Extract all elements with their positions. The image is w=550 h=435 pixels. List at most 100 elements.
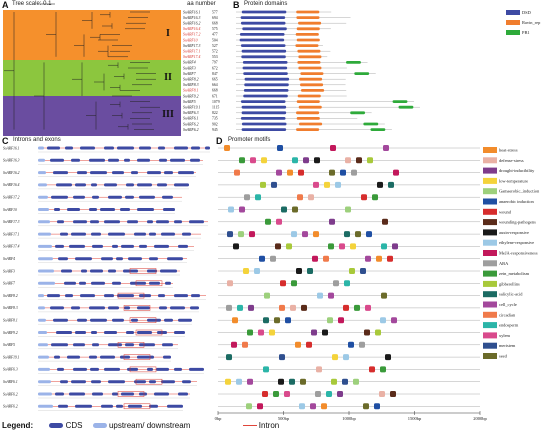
- clade-label: II: [164, 72, 172, 83]
- gene-name-label: SoARF17.1: [183, 50, 201, 54]
- ravin-domain: [300, 83, 324, 87]
- highlight-box: [129, 366, 157, 373]
- motif-element: [233, 243, 239, 250]
- exon-block: [120, 208, 130, 211]
- gene-name-label: SoARF19.1: [183, 106, 201, 110]
- exon-block: [167, 257, 183, 261]
- dsd-domain: [244, 83, 289, 87]
- exon-block: [174, 146, 188, 150]
- motif-element: [278, 378, 284, 385]
- motif-element: [335, 181, 341, 188]
- exon-block: [104, 220, 120, 224]
- motif-element: [277, 145, 283, 151]
- domain-legend-swatch: [506, 30, 520, 35]
- exon-block: [91, 331, 97, 334]
- motif-element: [279, 354, 285, 361]
- motif-element: [239, 206, 245, 213]
- motif-element: [351, 169, 357, 176]
- dsd-domain: [242, 61, 288, 64]
- structure-gene-label: SoARF8.3: [3, 306, 18, 310]
- motif-element: [244, 194, 250, 201]
- exon-block: [164, 318, 173, 322]
- gene-name-label: SoARF4: [183, 61, 196, 65]
- motif-element: [343, 304, 349, 311]
- ravin-domain: [298, 105, 322, 109]
- motif-element: [287, 169, 293, 176]
- motif-element: [338, 317, 344, 324]
- aa-number-label: 735: [212, 117, 218, 121]
- motif-element: [390, 391, 396, 397]
- exon-block: [108, 269, 116, 273]
- exon-block: [163, 355, 171, 359]
- panel-d-title: Promoter motifs: [228, 137, 271, 143]
- motif-element: [296, 268, 302, 274]
- motif-element: [263, 366, 269, 373]
- exon-block: [79, 281, 86, 285]
- tree-scale-label: Tree scale: 0.1: [12, 1, 52, 7]
- highlight-box: [129, 268, 157, 274]
- exon-block: [112, 281, 121, 285]
- motif-legend-swatch: [483, 260, 497, 267]
- exon-block: [57, 220, 64, 224]
- ravin-domain: [297, 61, 321, 64]
- ravin-domain: [298, 21, 322, 25]
- motif-element: [290, 304, 296, 311]
- motif-element: [345, 157, 351, 164]
- motif-element: [280, 280, 286, 287]
- exon-block: [71, 158, 80, 162]
- motif-element: [317, 292, 323, 299]
- exon-block: [139, 146, 151, 150]
- exon-block: [162, 195, 173, 199]
- aa-number-label: 902: [212, 122, 218, 126]
- exon-block: [67, 355, 80, 359]
- motif-element: [363, 403, 369, 410]
- gene-name-label: SoARF17.4: [183, 55, 201, 59]
- cds-legend-label: CDS: [65, 421, 83, 430]
- motif-element: [380, 366, 386, 373]
- exon-block: [131, 318, 138, 322]
- gene-name-label: SoARF6.2: [183, 122, 199, 126]
- motif-element: [226, 354, 232, 361]
- motif-legend-swatch: [483, 188, 497, 195]
- exon-block: [139, 195, 155, 199]
- motif-element: [312, 255, 318, 262]
- exon-block: [158, 146, 165, 150]
- motif-legend-label: drought-inducibility: [499, 168, 535, 173]
- structure-gene-label: SoARF16.3: [3, 159, 20, 163]
- ravin-domain: [298, 55, 322, 59]
- aa-number-label: 1115: [212, 106, 219, 110]
- highlight-box: [123, 305, 151, 311]
- motif-legend-swatch: [483, 229, 497, 236]
- exon-block: [147, 269, 157, 273]
- exon-block: [162, 343, 173, 347]
- exon-block: [137, 208, 154, 211]
- dsd-domain: [241, 105, 287, 109]
- exon-block: [116, 404, 123, 408]
- exon-block: [38, 244, 52, 248]
- motif-element: [322, 329, 328, 336]
- gene-name-label: SoARF6.2: [183, 128, 199, 132]
- motif-element: [316, 366, 322, 373]
- exon-block: [123, 269, 138, 273]
- motif-element: [242, 341, 248, 348]
- motif-legend-swatch: [483, 270, 497, 277]
- exon-block: [69, 244, 85, 248]
- exon-block: [121, 392, 134, 396]
- structure-gene-label: SoARF6.2: [3, 405, 18, 409]
- exon-block: [38, 158, 45, 162]
- highlight-box: [129, 317, 157, 323]
- exon-block: [130, 281, 146, 285]
- exon-block: [108, 380, 125, 384]
- motif-element: [269, 329, 275, 336]
- gene-name-label: SoARF16.4: [183, 27, 201, 31]
- motif-element: [306, 341, 312, 348]
- motif-element: [339, 243, 345, 250]
- exon-block: [75, 257, 92, 261]
- exon-block: [90, 367, 99, 371]
- exon-block: [38, 404, 53, 408]
- gene-name-label: SoARF6.3: [183, 111, 199, 115]
- ravin-domain: [298, 66, 322, 70]
- exon-block: [61, 269, 72, 273]
- structure-gene-label: SoARF10: [3, 208, 17, 212]
- structure-gene-label: SoARF16.1: [3, 146, 20, 150]
